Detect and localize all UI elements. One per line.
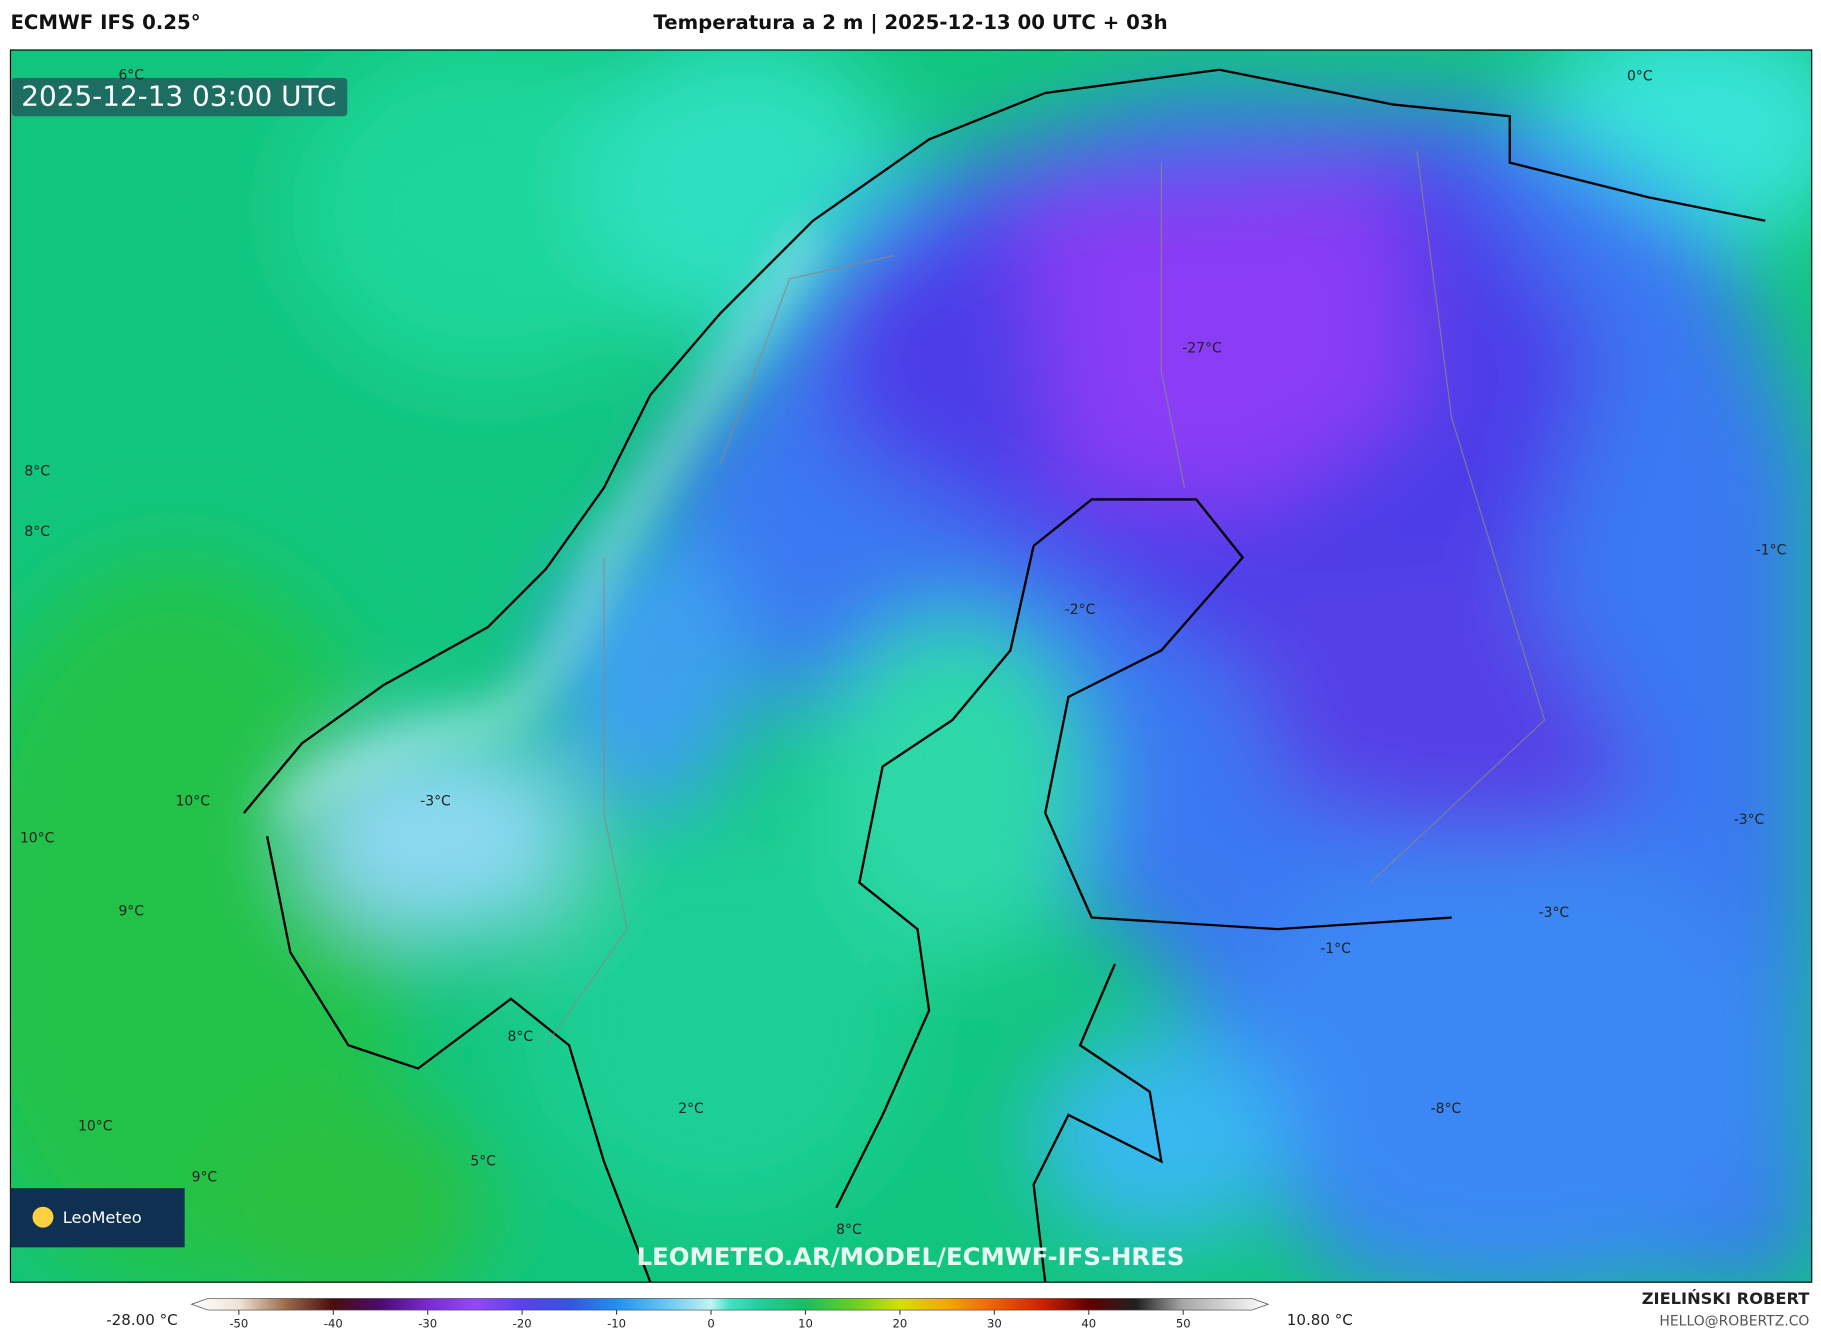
map (10, 49, 1812, 1283)
temperature-label: 9°C (192, 1170, 218, 1186)
colorbar-min: -28.00 °C (106, 1311, 177, 1329)
watermark: LEOMETEO.AR/MODEL/ECMWF-IFS-HRES (637, 1242, 1185, 1271)
colorbar-tick-label: 50 (1176, 1317, 1191, 1331)
colorbar-tick-label: 40 (1081, 1317, 1096, 1331)
colorbar-max: 10.80 °C (1287, 1311, 1353, 1329)
colorbar-tick-label: -40 (324, 1317, 343, 1331)
temperature-label: -2°C (1065, 602, 1096, 618)
temperature-label: -3°C (420, 793, 451, 809)
colorbar (190, 1298, 1270, 1311)
temperature-label: -3°C (1734, 812, 1765, 828)
colorbar-tick-label: 20 (893, 1317, 908, 1331)
temperature-label: 6°C (118, 68, 144, 84)
colorbar-tick-label: 0 (707, 1317, 714, 1331)
temperature-label: 10°C (78, 1119, 112, 1135)
colorbar-tick-label: 10 (798, 1317, 813, 1331)
coastline (242, 68, 1766, 1283)
colorbar-tick-label: -30 (418, 1317, 437, 1331)
temperature-label: -8°C (1431, 1101, 1462, 1117)
email: HELLO@ROBERTZ.CO (1659, 1314, 1809, 1330)
temperature-label: 8°C (24, 464, 50, 480)
temperature-label: -1°C (1756, 543, 1787, 559)
colorbar-tick-label: 30 (987, 1317, 1002, 1331)
timestamp: 2025-12-13 03:00 UTC (21, 80, 336, 113)
temperature-label: 0°C (1627, 69, 1653, 85)
map-title: Temperatura a 2 m | 2025-12-13 00 UTC + … (653, 11, 1167, 34)
temperature-label: 8°C (508, 1029, 534, 1045)
colorbar-tick-label: -20 (513, 1317, 532, 1331)
temperature-label: 8°C (24, 524, 50, 540)
colorbar-tick-label: -10 (607, 1317, 626, 1331)
temperature-label: 5°C (470, 1153, 496, 1169)
temperature-label: -27°C (1182, 340, 1221, 356)
model-name: ECMWF IFS 0.25° (10, 11, 200, 34)
temperature-label: -3°C (1539, 905, 1570, 921)
temperature-label: 2°C (678, 1101, 704, 1117)
logo: LeoMeteo (63, 1208, 142, 1227)
temperature-label: -1°C (1320, 941, 1351, 957)
temperature-label: 8°C (836, 1222, 862, 1238)
temperature-label: 9°C (118, 904, 144, 920)
colorbar-tick-label: -50 (229, 1317, 248, 1331)
author: ZIELIŃSKI ROBERT (1642, 1289, 1810, 1308)
temperature-label: 10°C (20, 831, 54, 847)
temperature-label: 10°C (176, 793, 210, 809)
